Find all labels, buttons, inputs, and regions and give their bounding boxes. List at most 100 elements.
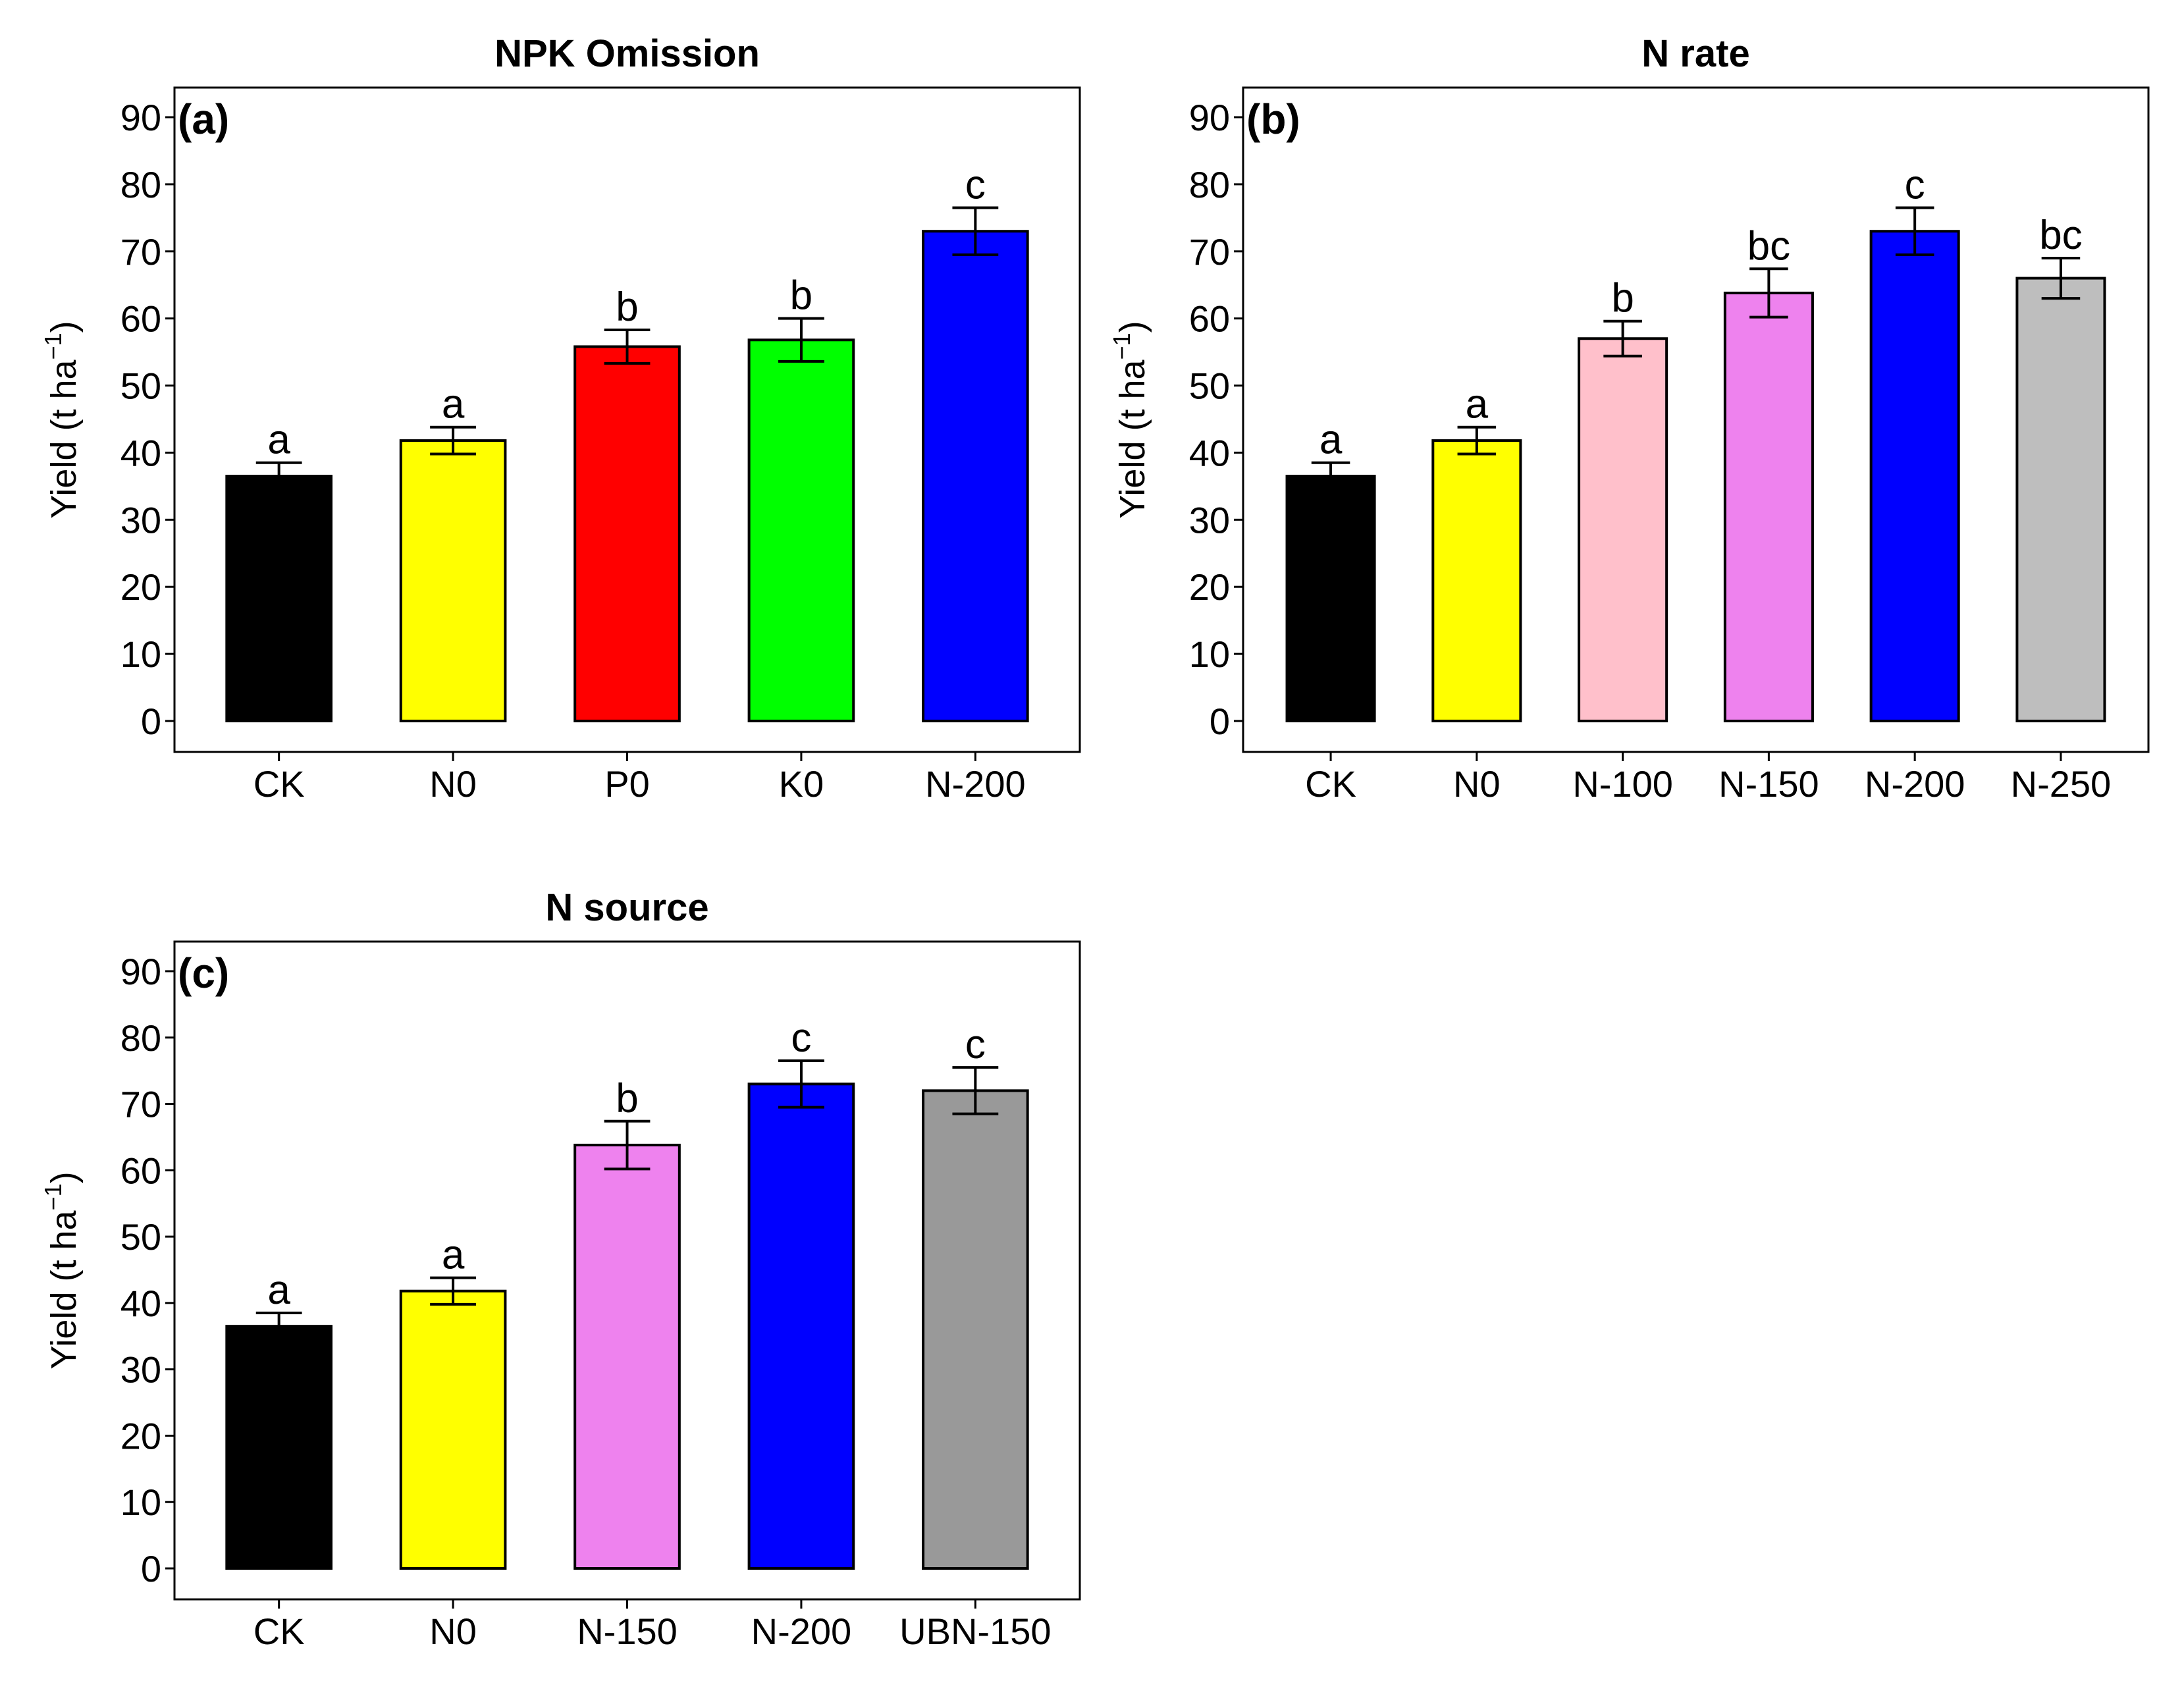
panel-b: N rate (b) 0 10 20 30 40 50 60 70 80 90 Yield (t ha−… xyxy=(1108,32,2150,805)
y-tick-label: 60 xyxy=(120,1150,161,1191)
significance-letter: c xyxy=(965,1022,986,1067)
y-tick-label: 40 xyxy=(1189,432,1230,473)
y-tick-label: 90 xyxy=(120,97,161,138)
plot-frame xyxy=(1242,86,2150,753)
y-tick-label: 40 xyxy=(120,1283,161,1324)
bar-K0 xyxy=(747,338,855,722)
y-axis-label: Yield (t ha−1) xyxy=(40,321,84,518)
x-tick-label: N0 xyxy=(1453,763,1501,805)
panel-c: N source (c) 0 10 20 30 40 50 60 70 80 90 Yield (t h… xyxy=(40,886,1081,1652)
significance-letter: c xyxy=(791,1015,811,1061)
y-tick-label: 0 xyxy=(141,701,161,742)
bar-CK xyxy=(1285,475,1376,722)
bar-N-200 xyxy=(1869,230,1960,722)
significance-letter: a xyxy=(1466,382,1489,427)
y-tick-label: 10 xyxy=(1189,633,1230,675)
panel-tag: (b) xyxy=(1246,95,1300,143)
x-tick-label: P0 xyxy=(604,763,650,805)
x-tick-label: N-200 xyxy=(1865,763,1965,805)
y-axis-label-main: Yield (t ha xyxy=(44,359,84,518)
y-tick-label: 10 xyxy=(120,633,161,675)
bar-N0 xyxy=(1431,439,1522,722)
y-tick-label: 60 xyxy=(120,298,161,340)
significance-letter: c xyxy=(1905,163,1925,208)
x-tick-label: N-100 xyxy=(1572,763,1673,805)
x-tick-label: UBN-150 xyxy=(899,1611,1051,1652)
x-tick-label: N-150 xyxy=(577,1611,678,1652)
y-axis-label-superscript: −1 xyxy=(40,333,67,360)
y-tick-label: 20 xyxy=(1189,566,1230,608)
bar-N-200 xyxy=(747,1082,855,1570)
significance-letter: a xyxy=(442,1233,465,1278)
y-tick-label: 10 xyxy=(120,1481,161,1523)
significance-letter: a xyxy=(1319,417,1343,463)
y-axis-label-main: Yield (t ha xyxy=(44,1210,84,1369)
x-tick-label: N0 xyxy=(429,1611,477,1652)
y-tick-label: 0 xyxy=(141,1548,161,1589)
panel-tag: (a) xyxy=(178,95,229,143)
y-tick-label: 20 xyxy=(120,1415,161,1456)
significance-letter: bc xyxy=(1747,223,1790,269)
y-tick-label: 90 xyxy=(120,951,161,992)
bar-N-100 xyxy=(1578,337,1668,722)
x-tick-label: N-250 xyxy=(2011,763,2112,805)
y-axis-label-close: ) xyxy=(44,1171,84,1183)
significance-letter: bc xyxy=(2039,213,2082,258)
y-tick-label: 70 xyxy=(1189,231,1230,273)
bar-N-250 xyxy=(2015,277,2106,722)
y-tick-label: 50 xyxy=(120,1216,161,1258)
x-tick-label: CK xyxy=(253,763,305,805)
significance-letter: b xyxy=(1611,276,1634,321)
y-axis-label: Yield (t ha−1) xyxy=(1108,321,1152,518)
y-tick-label: 0 xyxy=(1210,701,1230,742)
y-tick-label: 60 xyxy=(1189,298,1230,340)
x-tick-label: N-200 xyxy=(751,1611,852,1652)
x-tick-label: N0 xyxy=(429,763,477,805)
y-tick-label: 80 xyxy=(120,164,161,205)
bar-N0 xyxy=(399,439,507,722)
y-tick-label: 80 xyxy=(1189,164,1230,205)
bar-CK xyxy=(225,1325,333,1570)
panel-a: NPK Omission (a) 0 10 20 30 40 50 60 70 80 90 Yield … xyxy=(40,32,1081,805)
bar-N-150 xyxy=(1723,291,1814,722)
y-tick-label: 40 xyxy=(120,432,161,473)
bar-P0 xyxy=(573,345,681,722)
significance-letter: b xyxy=(790,273,812,319)
bar-N-200 xyxy=(922,230,1029,722)
y-tick-label: 70 xyxy=(120,1084,161,1125)
y-tick-label: 30 xyxy=(120,1349,161,1391)
x-tick-label: CK xyxy=(1305,763,1356,805)
y-axis-label-close: ) xyxy=(44,321,84,333)
y-tick-label: 50 xyxy=(120,365,161,407)
y-axis-label-superscript: −1 xyxy=(1108,333,1135,360)
panel-tag: (c) xyxy=(178,949,229,997)
significance-letter: b xyxy=(616,1076,638,1121)
chart-title: N source xyxy=(545,886,708,929)
x-tick-label: N-150 xyxy=(1718,763,1819,805)
chart-title: NPK Omission xyxy=(494,32,760,75)
y-axis-label: Yield (t ha−1) xyxy=(40,1171,84,1369)
y-axis-label-main: Yield (t ha xyxy=(1113,359,1152,518)
chart-title: N rate xyxy=(1641,32,1749,75)
significance-letter: a xyxy=(267,1267,290,1313)
bar-N0 xyxy=(399,1289,507,1570)
significance-letter: b xyxy=(616,284,638,330)
y-tick-label: 30 xyxy=(120,499,161,541)
significance-letter: a xyxy=(267,417,290,463)
bar-CK xyxy=(225,475,333,722)
x-tick-label: CK xyxy=(253,1611,305,1652)
x-tick-label: K0 xyxy=(779,763,824,805)
significance-letter: c xyxy=(965,163,986,208)
y-tick-label: 80 xyxy=(120,1017,161,1059)
y-tick-label: 20 xyxy=(120,566,161,608)
y-tick-label: 90 xyxy=(1189,97,1230,138)
y-axis-label-close: ) xyxy=(1113,321,1152,333)
y-tick-label: 70 xyxy=(120,231,161,273)
significance-letter: a xyxy=(442,382,465,427)
x-tick-label: N-200 xyxy=(925,763,1026,805)
bar-N-150 xyxy=(573,1144,681,1570)
y-tick-label: 50 xyxy=(1189,365,1230,407)
bar-UBN-150 xyxy=(922,1089,1029,1570)
y-axis-label-superscript: −1 xyxy=(40,1183,67,1210)
